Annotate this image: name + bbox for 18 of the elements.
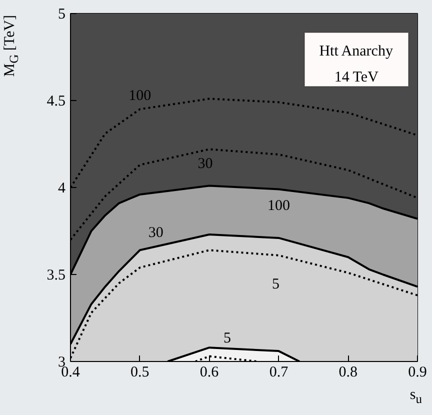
x-tick-label: 0.9 <box>408 364 427 380</box>
series-label: 5 <box>224 330 232 347</box>
series-label: 100 <box>267 198 290 214</box>
y-tick-label: 4.5 <box>46 94 66 110</box>
y-tick-label: 3.5 <box>46 268 66 284</box>
x-axis-title: s$_{u}$ <box>408 386 422 408</box>
x-tick-label: 0.6 <box>200 364 220 380</box>
series-label: 30 <box>148 225 164 242</box>
y-tick-label: 4 <box>58 180 66 196</box>
series-label: 5 <box>272 276 280 292</box>
x-tick-label: 0.8 <box>338 364 358 380</box>
annotation: Htt Anarchy <box>319 44 394 60</box>
annotation: 14 TeV <box>334 70 379 86</box>
x-tick-label: 0.5 <box>130 364 150 380</box>
series-label: 100 <box>128 88 152 104</box>
x-tick-label: 0.7 <box>269 364 289 380</box>
y-tick-label: 5 <box>58 6 66 22</box>
series-label: 30 <box>198 156 213 172</box>
